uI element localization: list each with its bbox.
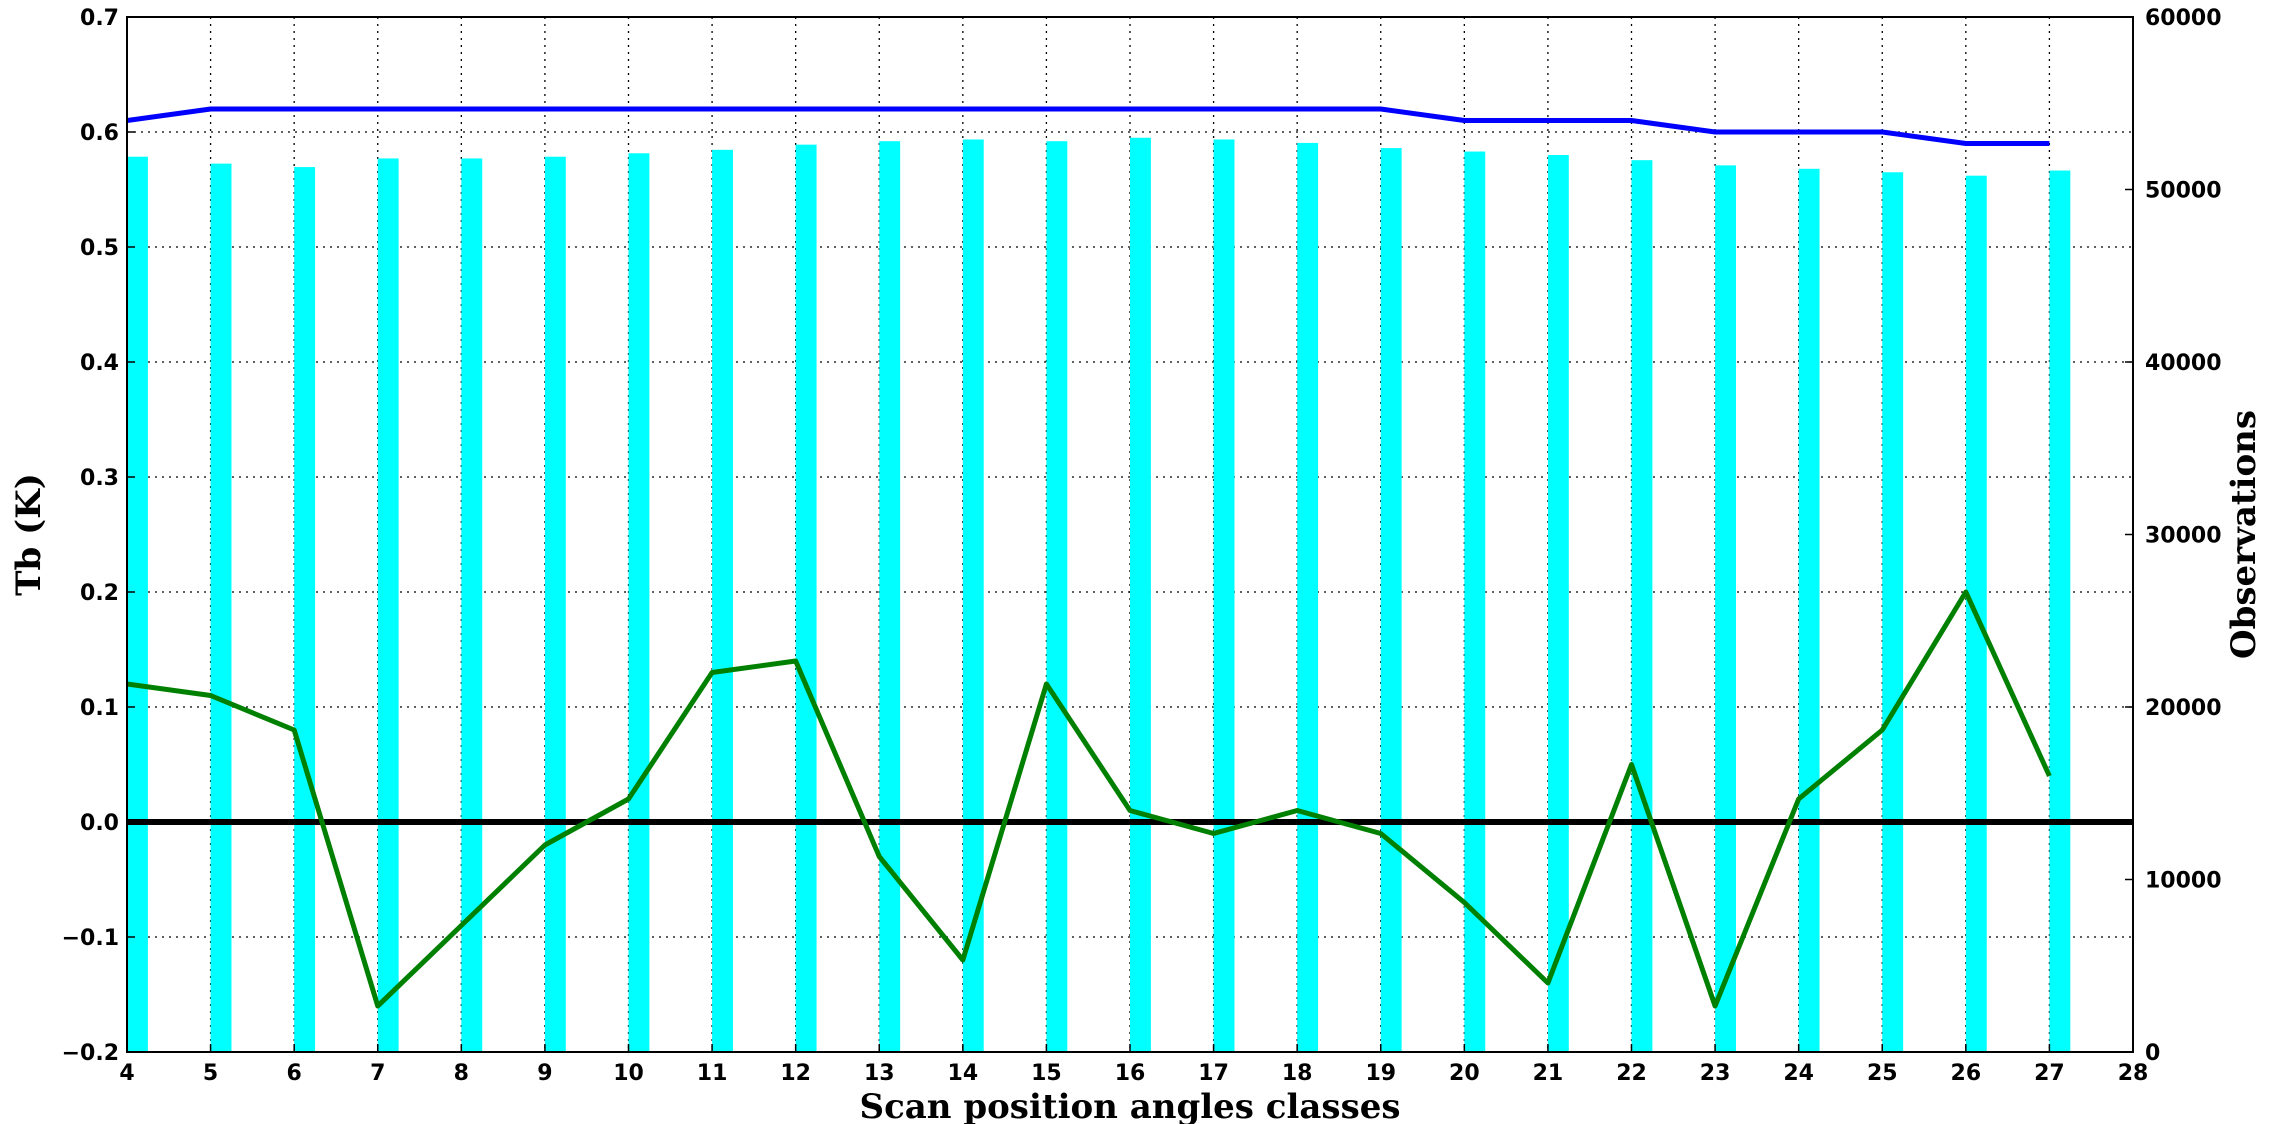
y-left-tick-label: 0.2 — [80, 581, 119, 606]
bar — [1046, 141, 1068, 1052]
bar — [879, 141, 901, 1052]
x-tick-label: 24 — [1783, 1061, 1814, 1086]
bar — [2049, 170, 2071, 1052]
bar — [210, 163, 232, 1052]
bar — [1631, 160, 1653, 1053]
y-left-tick-label: 0.3 — [80, 466, 119, 491]
x-tick-label: 13 — [864, 1061, 895, 1086]
x-tick-label: 6 — [287, 1061, 302, 1086]
y-left-axis-title: Tb (K) — [9, 473, 49, 596]
x-tick-label: 21 — [1533, 1061, 1564, 1086]
blue-line — [126, 106, 2050, 146]
y-right-tick-label: 40000 — [2145, 351, 2222, 376]
bar — [628, 153, 650, 1052]
x-tick-label: 17 — [1198, 1061, 1229, 1086]
y-left-tick-label: 0.1 — [80, 696, 119, 721]
x-tick-label: 16 — [1115, 1061, 1146, 1086]
bar — [1297, 142, 1319, 1053]
bar — [1715, 165, 1736, 1053]
green-line — [126, 589, 2052, 1009]
x-tick-label: 15 — [1031, 1061, 1062, 1086]
bar — [1798, 168, 1820, 1053]
x-tick-label: 26 — [1951, 1061, 1982, 1086]
x-tick-label: 7 — [370, 1061, 385, 1086]
bar — [544, 156, 566, 1053]
bar — [461, 158, 483, 1052]
y-right-tick-label: 0 — [2145, 1041, 2160, 1066]
series-lines — [126, 106, 2052, 1009]
y-left-tick-label: 0.5 — [80, 236, 119, 261]
x-tick-label: 18 — [1282, 1061, 1313, 1086]
bar — [127, 156, 148, 1053]
x-tick-label: 14 — [948, 1061, 979, 1086]
y-left-tick-label: 0.0 — [80, 811, 119, 836]
y-left-tick-label: 0.7 — [80, 6, 119, 31]
x-tick-labels: 4 5 6 7 8 9 10 11 12 13 14 15 16 17 18 19 20 21 22 23 24 25 26… — [119, 1044, 2148, 1086]
y-right-tick-labels: 0 10000 20000 30000 40000 50000 60000 — [2125, 6, 2222, 1066]
bar — [962, 139, 984, 1053]
bar — [795, 144, 817, 1052]
y-left-tick-label: −0.2 — [62, 1041, 119, 1066]
x-tick-label: 8 — [454, 1061, 469, 1086]
y-right-tick-label: 50000 — [2145, 179, 2222, 204]
x-tick-label: 19 — [1365, 1061, 1396, 1086]
x-tick-label: 11 — [697, 1061, 728, 1086]
y-right-tick-label: 10000 — [2145, 869, 2222, 894]
bar — [1882, 172, 1904, 1052]
observation-bars — [127, 137, 2071, 1053]
x-axis-title: Scan position angles classes — [860, 1087, 1401, 1124]
y-left-tick-labels: −0.2 −0.1 0.0 0.1 0.2 0.3 0.4 0.5 0.6 0.7 — [62, 6, 135, 1066]
y-left-tick-label: 0.4 — [80, 351, 119, 376]
y-right-tick-label: 20000 — [2145, 696, 2222, 721]
bar — [1547, 155, 1569, 1052]
y-right-tick-label: 60000 — [2145, 6, 2222, 31]
y-right-axis-title: Observations — [2224, 410, 2264, 659]
bar — [712, 149, 733, 1052]
bar — [377, 158, 399, 1052]
x-tick-label: 4 — [119, 1061, 134, 1086]
x-tick-label: 12 — [780, 1061, 811, 1086]
bar — [294, 167, 316, 1052]
x-tick-label: 10 — [613, 1061, 644, 1086]
bar — [1380, 148, 1402, 1053]
y-left-tick-label: 0.6 — [80, 121, 119, 146]
bar — [1464, 151, 1486, 1053]
x-tick-label: 27 — [2034, 1061, 2065, 1086]
x-tick-label: 5 — [203, 1061, 218, 1086]
x-tick-label: 20 — [1449, 1061, 1480, 1086]
y-left-tick-label: −0.1 — [62, 926, 119, 951]
x-tick-label: 23 — [1700, 1061, 1731, 1086]
bar — [1130, 137, 1151, 1052]
x-tick-label: 22 — [1616, 1061, 1647, 1086]
x-tick-label: 28 — [2118, 1061, 2149, 1086]
x-tick-label: 9 — [537, 1061, 552, 1086]
x-tick-label: 25 — [1867, 1061, 1898, 1086]
bar — [1213, 139, 1235, 1053]
y-right-tick-label: 30000 — [2145, 524, 2222, 549]
